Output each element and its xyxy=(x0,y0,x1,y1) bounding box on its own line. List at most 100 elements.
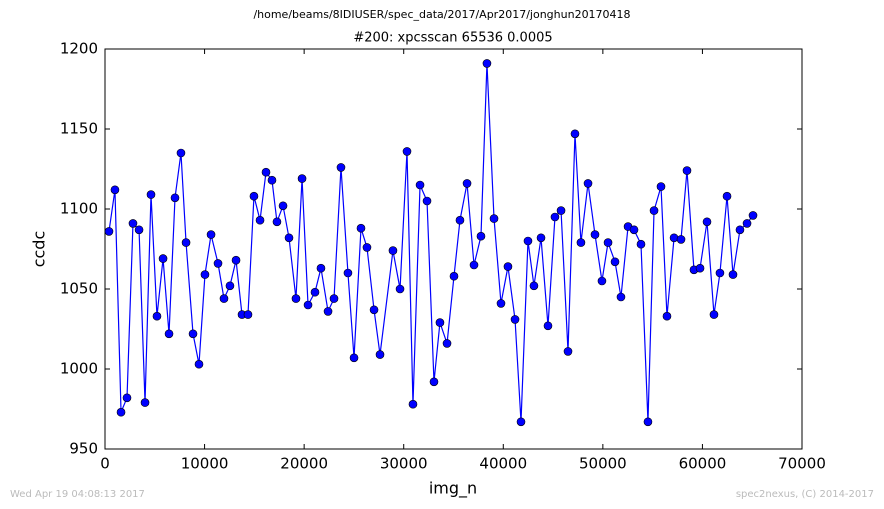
data-point xyxy=(375,350,385,359)
data-point xyxy=(616,292,626,302)
data-point xyxy=(170,193,180,203)
data-point xyxy=(742,219,752,228)
data-point xyxy=(550,212,560,222)
chart-subtitle: #200: xpcsscan 65536 0.0005 xyxy=(353,31,552,46)
x-tick-label: 60000 xyxy=(679,455,727,473)
data-point xyxy=(482,59,492,68)
x-tick-label: 70000 xyxy=(778,455,826,473)
data-point xyxy=(261,167,271,177)
data-point xyxy=(278,201,288,211)
data-point xyxy=(310,287,320,297)
data-point xyxy=(164,329,174,339)
x-axis-label: img_n xyxy=(429,479,477,499)
data-point xyxy=(388,246,398,255)
data-point xyxy=(503,262,513,271)
data-point xyxy=(597,276,607,286)
data-point xyxy=(316,263,326,273)
data-point xyxy=(429,377,439,387)
data-point xyxy=(610,257,620,267)
y-tick-label: 1150 xyxy=(60,120,98,138)
data-point xyxy=(496,299,506,308)
data-point xyxy=(140,398,150,407)
data-point xyxy=(219,294,229,303)
data-point xyxy=(662,311,672,321)
data-point xyxy=(408,399,418,409)
data-point xyxy=(709,310,719,319)
data-point xyxy=(200,270,210,279)
x-tick-label: 30000 xyxy=(380,455,428,473)
data-point xyxy=(206,230,216,239)
data-point xyxy=(181,238,191,247)
x-tick-label: 50000 xyxy=(579,455,627,473)
data-point xyxy=(702,217,712,227)
data-line xyxy=(108,63,754,422)
data-point xyxy=(676,235,686,244)
data-point xyxy=(213,259,223,268)
data-point xyxy=(442,339,452,348)
data-point xyxy=(570,129,580,139)
data-point xyxy=(636,239,646,249)
y-tick-label: 1100 xyxy=(60,200,98,218)
y-tick-label: 1200 xyxy=(60,40,98,58)
data-point xyxy=(284,233,294,243)
data-point xyxy=(543,321,553,331)
data-point xyxy=(455,215,465,225)
data-point xyxy=(583,179,593,188)
data-point xyxy=(255,215,265,225)
data-point xyxy=(462,179,472,188)
data-point xyxy=(536,233,546,243)
y-tick-label: 1000 xyxy=(60,360,98,378)
data-point xyxy=(603,238,613,247)
data-point xyxy=(104,227,114,236)
x-tick-label: 20000 xyxy=(280,455,328,473)
data-point xyxy=(134,225,144,235)
data-point xyxy=(362,243,372,252)
data-point xyxy=(323,307,333,316)
data-point xyxy=(194,359,204,369)
data-point xyxy=(343,268,353,278)
y-axis-label: ccdc xyxy=(30,231,49,268)
data-point xyxy=(272,217,282,227)
x-tick-label: 10000 xyxy=(181,455,229,473)
data-point xyxy=(590,230,600,239)
data-point xyxy=(356,223,366,233)
data-point xyxy=(748,211,758,220)
data-point xyxy=(146,190,156,199)
data-point xyxy=(158,254,168,263)
plot-frame xyxy=(104,48,803,450)
data-point xyxy=(728,270,738,279)
x-tick-label: 0 xyxy=(100,455,110,473)
data-point xyxy=(336,163,346,172)
data-point xyxy=(231,255,241,265)
data-point xyxy=(122,393,132,403)
data-point xyxy=(529,281,539,291)
data-point xyxy=(435,318,445,327)
data-point xyxy=(249,191,259,201)
data-point xyxy=(116,407,126,417)
data-point xyxy=(523,236,533,246)
data-point xyxy=(576,238,586,247)
data-point xyxy=(267,175,277,185)
data-point xyxy=(516,417,526,427)
data-point xyxy=(695,263,705,273)
data-point xyxy=(629,225,639,235)
data-point xyxy=(469,260,479,270)
data-point xyxy=(303,300,313,310)
data-point xyxy=(510,315,520,324)
data-point xyxy=(291,294,301,303)
footer-right: spec2nexus, (C) 2014-2017 xyxy=(736,489,874,500)
data-point xyxy=(489,214,499,223)
data-point xyxy=(369,305,379,315)
data-point xyxy=(349,353,359,363)
y-tick-label: 1050 xyxy=(60,280,98,298)
data-point xyxy=(152,311,162,321)
data-point xyxy=(643,417,653,427)
data-point xyxy=(722,191,732,201)
data-point xyxy=(128,219,138,228)
data-point xyxy=(735,225,745,235)
data-point xyxy=(415,180,425,190)
data-point xyxy=(188,329,198,339)
data-point xyxy=(649,206,659,215)
